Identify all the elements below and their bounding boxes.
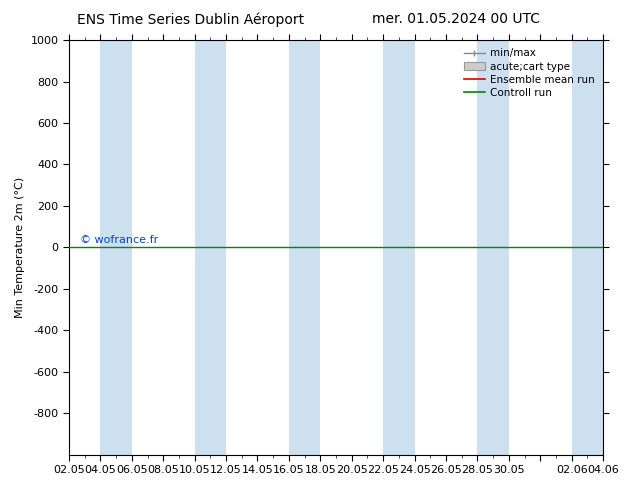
Bar	[477, 40, 509, 455]
Bar	[289, 40, 320, 455]
Bar	[572, 40, 603, 455]
Text: © wofrance.fr: © wofrance.fr	[80, 235, 158, 245]
Text: mer. 01.05.2024 00 UTC: mer. 01.05.2024 00 UTC	[373, 12, 540, 26]
Legend: min/max, acute;cart type, Ensemble mean run, Controll run: min/max, acute;cart type, Ensemble mean …	[461, 46, 598, 101]
Bar	[100, 40, 132, 455]
Bar	[383, 40, 415, 455]
Text: ENS Time Series Dublin Aéroport: ENS Time Series Dublin Aéroport	[77, 12, 304, 27]
Y-axis label: Min Temperature 2m (°C): Min Temperature 2m (°C)	[15, 177, 25, 318]
Bar	[195, 40, 226, 455]
